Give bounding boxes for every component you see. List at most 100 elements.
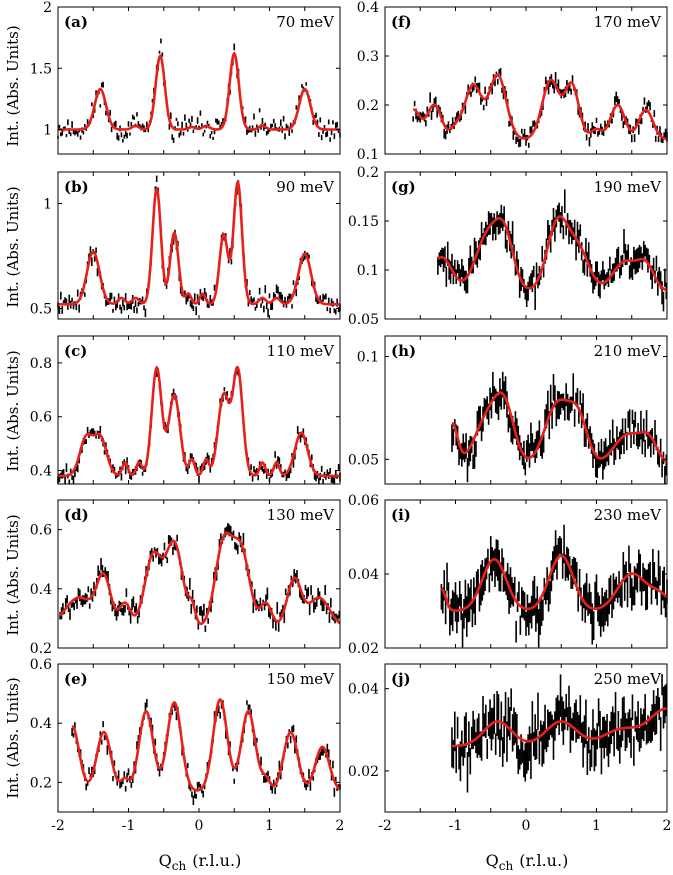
x-axis-label-right: Qch (r.l.u.) bbox=[486, 851, 569, 873]
x-axis-label-sub-r: ch bbox=[499, 859, 514, 873]
panel-label: (d) bbox=[64, 506, 89, 524]
data-series bbox=[57, 368, 341, 484]
panel-label: (i) bbox=[391, 506, 411, 524]
data-series bbox=[59, 523, 341, 632]
panel-e: -2 -1 0 1 2 0.2 0.4 0.6 (e) 150 meV bbox=[30, 657, 345, 834]
y-tick-label: 0.4 bbox=[30, 716, 52, 732]
x-tick-label: 2 bbox=[336, 818, 345, 834]
fit-curve bbox=[58, 51, 340, 131]
panel-h: 0.05 0.1 (h) 210 meV bbox=[348, 335, 668, 485]
y-tick-label: 0.2 bbox=[357, 98, 379, 114]
y-tick-label: 0.2 bbox=[357, 165, 379, 181]
x-tick-label: -2 bbox=[378, 818, 392, 834]
panel-i: 0.02 0.04 0.06 (i) 230 meV bbox=[348, 493, 668, 657]
x-axis-label-left: Qch (r.l.u.) bbox=[159, 851, 242, 873]
fit-curve bbox=[440, 554, 668, 612]
y-tick-label: 0.05 bbox=[348, 312, 379, 328]
panel-f: 0.1 0.2 0.3 0.4 (f) 170 meV bbox=[357, 0, 668, 163]
fit-curve bbox=[59, 531, 341, 626]
fit-curve bbox=[451, 391, 668, 464]
energy-label: 110 meV bbox=[267, 342, 335, 360]
y-tick-label: 0.6 bbox=[30, 657, 52, 673]
panel-label: (g) bbox=[391, 178, 416, 196]
y-tick-label: 0.02 bbox=[348, 764, 379, 780]
panel-label: (f) bbox=[391, 13, 412, 31]
y-tick-label: 1.5 bbox=[30, 61, 52, 77]
y-tick-label: 0.05 bbox=[348, 452, 379, 468]
energy-label: 250 meV bbox=[594, 670, 662, 688]
y-tick-label: 0.6 bbox=[30, 410, 52, 426]
energy-label: 150 meV bbox=[267, 670, 335, 688]
y-tick-label: 0.8 bbox=[30, 356, 52, 372]
x-axis-label-unit-r: (r.l.u.) bbox=[519, 851, 568, 870]
y-tick-label: 0.1 bbox=[357, 263, 379, 279]
x-tick-label: 0 bbox=[195, 818, 204, 834]
energy-label: 130 meV bbox=[267, 506, 335, 524]
x-tick-label: 2 bbox=[663, 818, 672, 834]
fit-curve bbox=[436, 215, 668, 292]
energy-label: 90 meV bbox=[276, 178, 335, 196]
panel-label: (b) bbox=[64, 178, 89, 196]
fit-curve bbox=[57, 365, 340, 478]
y-tick-label: 0.04 bbox=[348, 567, 379, 583]
fit-curve bbox=[413, 73, 668, 141]
energy-label: 170 meV bbox=[594, 13, 662, 31]
fit-curve bbox=[451, 707, 668, 748]
data-series bbox=[451, 674, 668, 793]
y-tick-label: 1 bbox=[43, 123, 52, 139]
data-series bbox=[451, 371, 668, 484]
panel-label: (e) bbox=[64, 670, 88, 688]
y-tick-label: 0.2 bbox=[30, 641, 52, 657]
y-tick-label: 0.4 bbox=[357, 0, 379, 16]
y-tick-label: 2 bbox=[43, 0, 52, 16]
energy-label: 210 meV bbox=[594, 342, 662, 360]
y-tick-label: 0.2 bbox=[30, 775, 52, 791]
x-tick-label: 1 bbox=[265, 818, 274, 834]
data-series bbox=[440, 524, 668, 648]
y-tick-label: 0.06 bbox=[348, 493, 379, 509]
data-series bbox=[57, 38, 341, 143]
x-axis-label-main: Q bbox=[159, 851, 172, 870]
data-series bbox=[57, 175, 341, 318]
x-tick-label: 0 bbox=[522, 818, 531, 834]
panel-d: 0.2 0.4 0.6 (d) 130 meV bbox=[30, 499, 341, 657]
panel-j: -2 -1 0 1 2 0.02 0.04 (j) 250 meV bbox=[348, 663, 672, 834]
y-tick-label: 0.02 bbox=[348, 641, 379, 657]
fit-curve bbox=[58, 178, 340, 306]
y-axis-label-row1: Int. (Abs. Units) bbox=[4, 25, 22, 146]
y-tick-label: 0.1 bbox=[357, 147, 379, 163]
y-tick-label: 1 bbox=[43, 197, 52, 213]
y-tick-label: 0.6 bbox=[30, 523, 52, 539]
y-axis-label-row3: Int. (Abs. Units) bbox=[4, 350, 22, 471]
y-tick-label: 0.3 bbox=[357, 49, 379, 65]
x-tick-label: -1 bbox=[449, 818, 463, 834]
energy-label: 70 meV bbox=[276, 13, 335, 31]
x-tick-label: -2 bbox=[51, 818, 65, 834]
panel-g: 0.05 0.1 0.15 0.2 (g) 190 meV bbox=[348, 165, 668, 328]
x-axis-label-sub: ch bbox=[172, 859, 187, 873]
panel-label: (c) bbox=[64, 342, 87, 360]
panel-label: (a) bbox=[64, 13, 88, 31]
fit-curve bbox=[71, 697, 341, 792]
y-tick-label: 0.04 bbox=[348, 682, 379, 698]
panel-c: 0.4 0.6 0.8 (c) 110 meV bbox=[30, 335, 341, 485]
energy-label: 190 meV bbox=[594, 178, 662, 196]
y-axis-label-row2: Int. (Abs. Units) bbox=[4, 186, 22, 307]
y-tick-label: 0.4 bbox=[30, 464, 52, 480]
energy-label: 230 meV bbox=[594, 506, 662, 524]
x-axis-label-main-r: Q bbox=[486, 851, 499, 870]
y-tick-label: 0.15 bbox=[348, 214, 379, 230]
y-axis-label-row4: Int. (Abs. Units) bbox=[4, 514, 22, 635]
x-tick-label: 1 bbox=[592, 818, 601, 834]
panel-label: (h) bbox=[391, 342, 416, 360]
x-tick-label: -1 bbox=[122, 818, 136, 834]
y-tick-label: 0.4 bbox=[30, 582, 52, 598]
panel-b: 0.5 1 (b) 90 meV bbox=[30, 171, 341, 320]
y-tick-label: 0.1 bbox=[357, 350, 379, 366]
y-tick-label: 0.5 bbox=[30, 302, 52, 318]
y-axis-label-row5: Int. (Abs. Units) bbox=[4, 677, 22, 798]
panel-label: (j) bbox=[391, 670, 411, 688]
data-series bbox=[71, 698, 341, 806]
panel-a: 1 1.5 2 (a) 70 meV bbox=[30, 0, 341, 155]
